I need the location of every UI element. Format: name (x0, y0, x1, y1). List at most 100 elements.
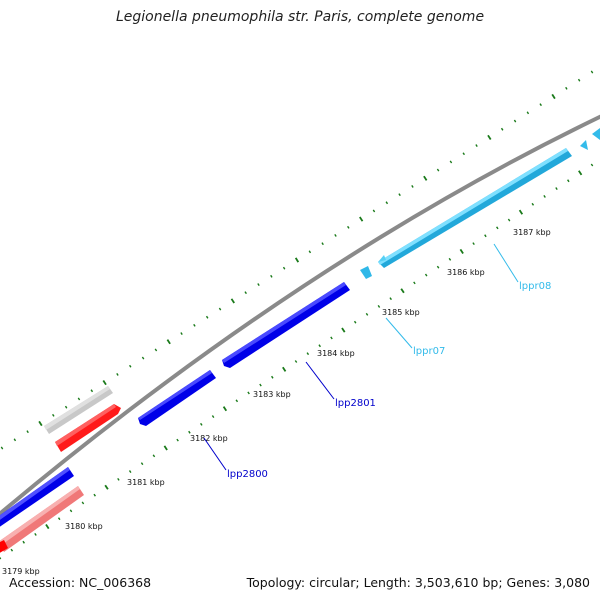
tick-label-3184: 3184 kbp (317, 349, 355, 358)
inner-tick (140, 462, 144, 466)
inner-tick (507, 218, 511, 222)
inner-tick (341, 327, 346, 333)
inner-tick (282, 366, 287, 372)
leader-lppr07 (385, 317, 413, 349)
tick-label-3183: 3183 kbp (253, 390, 291, 399)
inner-tick (472, 242, 475, 246)
inner-tick (235, 399, 239, 403)
feature-lpp2801[interactable] (222, 282, 350, 368)
tick-label-3186: 3186 kbp (447, 268, 485, 277)
outer-tick (526, 111, 530, 115)
outer-tick (398, 193, 401, 197)
outer-tick (180, 332, 183, 335)
outer-tick-ring (0, 70, 594, 450)
inner-tick (200, 422, 203, 426)
leader-lpp2801 (305, 361, 335, 400)
feature-red-upper[interactable] (55, 404, 121, 452)
outer-tick (38, 420, 43, 427)
inner-tick (555, 187, 558, 190)
outer-tick (475, 144, 478, 147)
outer-tick (218, 307, 222, 311)
feature-lpp2800[interactable] (138, 370, 216, 426)
outer-tick (334, 234, 337, 237)
inner-tick (259, 383, 262, 387)
inner-tick (117, 477, 120, 481)
inner-tick (152, 454, 156, 458)
inner-tick (176, 438, 179, 442)
outer-tick (77, 397, 81, 401)
outer-tick (590, 70, 594, 74)
genome-summary-text: Topology: circular; Length: 3,503,610 bp… (246, 575, 590, 590)
feature-red-lower[interactable] (0, 540, 8, 554)
outer-tick (423, 175, 428, 181)
feature-cyan-right-small[interactable] (580, 128, 600, 150)
tick-label-3182: 3182 kbp (190, 434, 228, 443)
outer-tick (129, 364, 132, 368)
feature-gray[interactable] (44, 386, 113, 434)
tick-label-3187: 3187 kbp (513, 228, 551, 237)
outer-tick (244, 291, 247, 295)
outer-tick (551, 93, 556, 100)
feature-blue-left-edge[interactable] (0, 467, 74, 528)
genome-backbone (0, 114, 600, 517)
tick-label-3181: 3181 kbp (127, 478, 165, 487)
inner-tick (93, 493, 96, 497)
gene-label-lpp2801[interactable]: lpp2801 (335, 398, 376, 409)
outer-tick (230, 298, 235, 304)
outer-tick (193, 323, 196, 327)
inner-tick (531, 202, 535, 206)
gene-label-lppr08[interactable]: lppr08 (519, 281, 551, 292)
inner-tick (365, 312, 369, 316)
inner-tick (413, 281, 416, 285)
outer-tick (90, 389, 94, 393)
outer-tick (154, 348, 158, 352)
outer-tick (102, 380, 107, 386)
outer-tick (116, 373, 119, 376)
outer-tick (64, 405, 68, 409)
inner-tick (484, 234, 487, 238)
outer-tick (565, 86, 568, 90)
accession-text: Accession: NC_006368 (9, 575, 152, 590)
outer-tick (359, 216, 364, 222)
outer-tick (449, 160, 453, 164)
inner-tick (459, 248, 464, 254)
inner-tick (57, 517, 61, 521)
inner-tick (567, 179, 570, 183)
inner-tick (306, 352, 310, 356)
inner-tick (377, 305, 381, 308)
tick-label-3185: 3185 kbp (382, 308, 420, 317)
outer-tick (294, 257, 300, 263)
tick-label-3179: 3179 kbp (2, 567, 40, 576)
inner-tick (222, 406, 228, 412)
inner-tick (578, 170, 583, 176)
outer-tick (282, 266, 286, 270)
inner-tick (81, 501, 85, 505)
outer-tick (205, 315, 209, 319)
inner-tick (436, 265, 440, 269)
inner-tick (330, 336, 333, 340)
feature-lppr08[interactable] (378, 148, 572, 268)
inner-tick (34, 533, 37, 536)
feature-pink[interactable] (0, 486, 84, 552)
inner-tick (518, 209, 524, 215)
outer-tick (385, 201, 389, 205)
inner-tick (45, 524, 50, 530)
inner-tick (128, 470, 132, 473)
inner-tick (389, 297, 392, 301)
inner-tick (400, 288, 405, 294)
inner-tick (69, 509, 73, 513)
inner-tick (104, 484, 109, 490)
gene-label-lppr07[interactable]: lppr07 (413, 346, 445, 357)
outer-tick (539, 103, 542, 107)
outer-tick (0, 446, 4, 450)
outer-tick (513, 119, 517, 123)
inner-tick (271, 375, 274, 379)
outer-tick (347, 225, 350, 229)
outer-tick (411, 185, 414, 188)
outer-tick (308, 250, 312, 254)
outer-tick (500, 127, 504, 131)
outer-tick (436, 168, 440, 172)
gene-label-lpp2800[interactable]: lpp2800 (227, 469, 268, 480)
feature-lppr07[interactable] (360, 266, 372, 279)
